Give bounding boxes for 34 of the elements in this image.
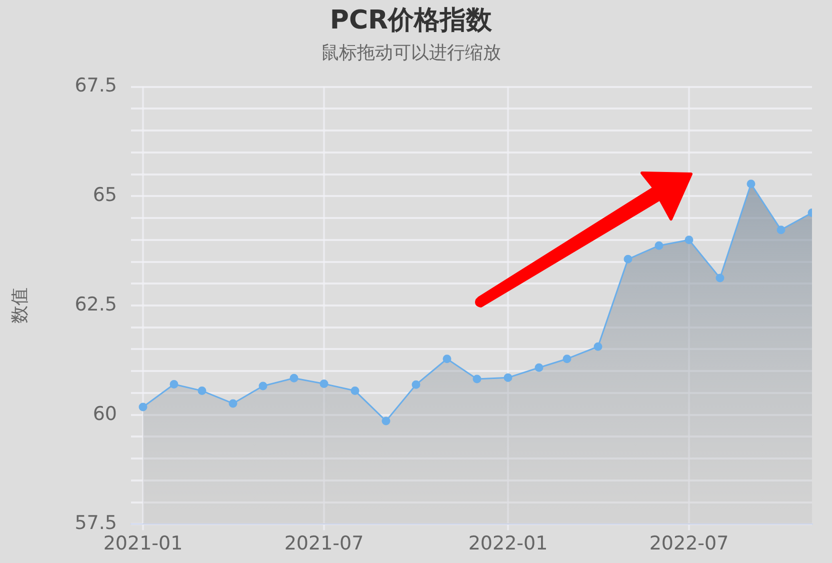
y-tick-label: 57.5 — [74, 512, 117, 534]
point — [624, 254, 632, 264]
point — [138, 402, 148, 412]
y-tick-label: 60 — [92, 402, 117, 425]
point — [198, 386, 206, 396]
point — [472, 374, 482, 384]
x-tick-label: 2022-07 — [649, 532, 729, 555]
chart-subtitle: 鼠标拖动可以进行缩放 — [321, 42, 501, 64]
point — [350, 386, 360, 396]
y-tick-label: 65 — [92, 184, 117, 206]
point — [504, 373, 512, 382]
y-axis-title: 数值 — [9, 288, 30, 324]
point — [320, 380, 328, 388]
point — [258, 382, 268, 390]
point — [290, 374, 298, 382]
point — [170, 380, 178, 388]
point — [382, 416, 390, 426]
point — [776, 226, 786, 234]
point — [442, 354, 452, 364]
point — [562, 354, 572, 364]
point — [684, 236, 694, 244]
point — [654, 241, 664, 250]
x-tick-label: 2021-07 — [284, 532, 364, 555]
chart-title: PCR价格指数 — [330, 5, 494, 36]
y-tick-label: 67.5 — [74, 74, 117, 97]
point — [716, 274, 724, 282]
y-tick-label: 62.5 — [74, 293, 117, 316]
point — [534, 363, 544, 372]
point — [746, 180, 756, 188]
point — [594, 342, 602, 351]
x-tick-label: 2021-01 — [103, 532, 183, 555]
x-tick-label: 2022-01 — [468, 532, 548, 555]
point — [412, 380, 420, 389]
point — [228, 399, 238, 408]
